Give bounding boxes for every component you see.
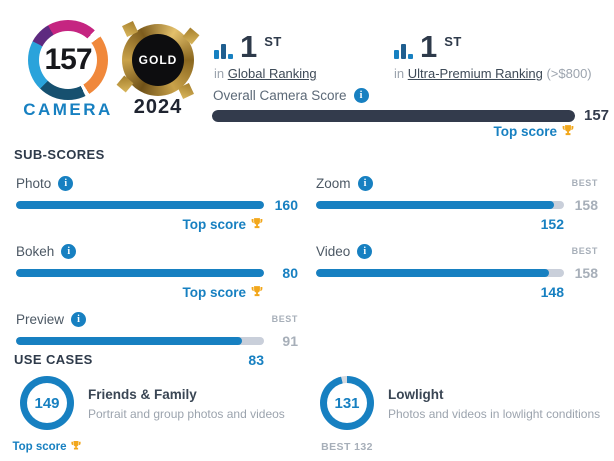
rank-note: (>$800) [546, 66, 592, 81]
best-score-label: BEST 132 [321, 441, 373, 453]
info-icon[interactable] [61, 243, 77, 259]
trophy-icon [70, 441, 81, 450]
best-value: 158 [574, 265, 598, 281]
subscore-value: 152 [540, 216, 564, 232]
subscore-bar [316, 269, 564, 277]
subscore-bar-fill [16, 269, 264, 277]
trophy-icon [251, 218, 263, 229]
subscore-bar [16, 269, 264, 277]
camera-label: CAMERA [23, 100, 113, 119]
usecase-description: Photos and videos in lowlight conditions [388, 407, 601, 421]
usecase-description: Portrait and group photos and videos [88, 407, 285, 421]
usecase-title: Friends & Family [88, 387, 197, 402]
subscore-bar-fill [316, 201, 555, 209]
medal-flare-icon [182, 27, 200, 45]
global-ranking-link[interactable]: Global Ranking [227, 66, 317, 81]
subscore-bar [16, 337, 264, 345]
trophy-icon [251, 286, 263, 297]
subscore-bar-fill [16, 337, 242, 345]
best-label: BEST [271, 314, 298, 324]
gold-medal-icon: GOLD [116, 21, 200, 99]
subscore-value: 80 [282, 265, 298, 281]
ranking-bar-chart-icon [394, 44, 413, 59]
subscore-video: Video BEST 158 148 [316, 242, 598, 302]
subscore-bar [16, 201, 264, 209]
info-icon[interactable] [71, 311, 87, 327]
ranking-bar-chart-icon [214, 44, 233, 59]
usecases-section-title: USE CASES [14, 352, 93, 367]
info-icon[interactable] [357, 175, 373, 191]
rank-number: 1 [420, 29, 438, 64]
subscore-zoom: Zoom BEST 158 152 [316, 174, 598, 234]
info-icon[interactable] [357, 243, 373, 259]
trophy-icon [562, 125, 574, 136]
info-icon[interactable] [353, 88, 369, 103]
usecase-score-value: 149 [27, 383, 67, 423]
rank-prefix: in [214, 66, 225, 81]
ultra-premium-ranking-link[interactable]: Ultra-Premium Ranking [407, 66, 543, 81]
subscore-value: 83 [248, 352, 264, 368]
rank-suffix: ST [444, 34, 462, 49]
subscore-bokeh: Bokeh 80 Top score [16, 242, 298, 302]
top-score-badge: Top score [493, 124, 557, 139]
subscore-label: Preview [16, 311, 65, 327]
rank-position: 1 ST [394, 28, 592, 62]
rank-position: 1 ST [214, 28, 317, 62]
subscore-bar-fill [16, 201, 264, 209]
top-score-badge: Top score [182, 217, 246, 232]
best-label: BEST [571, 246, 598, 256]
subscores-grid: Photo 160 Top score Zoom BEST 158 [16, 174, 598, 370]
ultra-premium-ranking-block: 1 ST in Ultra-Premium Ranking (>$800) [394, 28, 592, 81]
subscore-value: 148 [540, 284, 564, 300]
rank-suffix: ST [264, 34, 282, 49]
usecase-lowlight: 131 BEST 132 Lowlight Photos and videos … [320, 376, 600, 455]
subscore-photo: Photo 160 Top score [16, 174, 298, 234]
subscore-preview: Preview BEST 91 83 [16, 310, 298, 370]
subscores-section-title: SUB-SCORES [14, 147, 105, 162]
overall-score-value: 157 [584, 107, 610, 124]
best-label: BEST [571, 178, 598, 188]
camera-badge-score: 157 [44, 43, 92, 76]
top-score-badge: Top score [182, 285, 246, 300]
rank-number: 1 [240, 29, 258, 64]
medal-flare-icon [116, 75, 134, 93]
subscore-label: Zoom [316, 175, 351, 191]
subscore-bar [316, 201, 564, 209]
subscore-label: Bokeh [16, 243, 55, 259]
info-icon[interactable] [58, 175, 74, 191]
usecase-score-ring: 131 [320, 376, 374, 430]
camera-logo-ring-icon: 157 [28, 20, 108, 100]
global-ranking-block: 1 ST in Global Ranking [214, 28, 317, 81]
camera-badge-center: 157 [39, 31, 97, 89]
award-year: 2024 [133, 96, 183, 118]
subscore-label: Photo [16, 175, 52, 191]
overall-score-bar [212, 109, 575, 122]
top-score-badge: Top score [12, 441, 67, 453]
subscore-bar-fill [316, 269, 550, 277]
subscore-value: 160 [274, 197, 298, 213]
usecase-score-value: 131 [327, 383, 367, 423]
best-value: 158 [574, 197, 598, 213]
rank-prefix: in [394, 66, 405, 81]
best-value: 91 [282, 333, 298, 349]
subscore-label: Video [316, 243, 351, 259]
award-label: GOLD [132, 34, 184, 86]
overall-score-label: Overall Camera Score [213, 88, 347, 103]
usecase-score-ring: 149 [20, 376, 74, 430]
usecase-title: Lowlight [388, 387, 444, 402]
medal-flare-icon [122, 21, 138, 37]
overall-score-bar-fill [212, 109, 575, 122]
usecase-friends-family: 149 Top score Friends & Family Portrait … [12, 376, 285, 455]
